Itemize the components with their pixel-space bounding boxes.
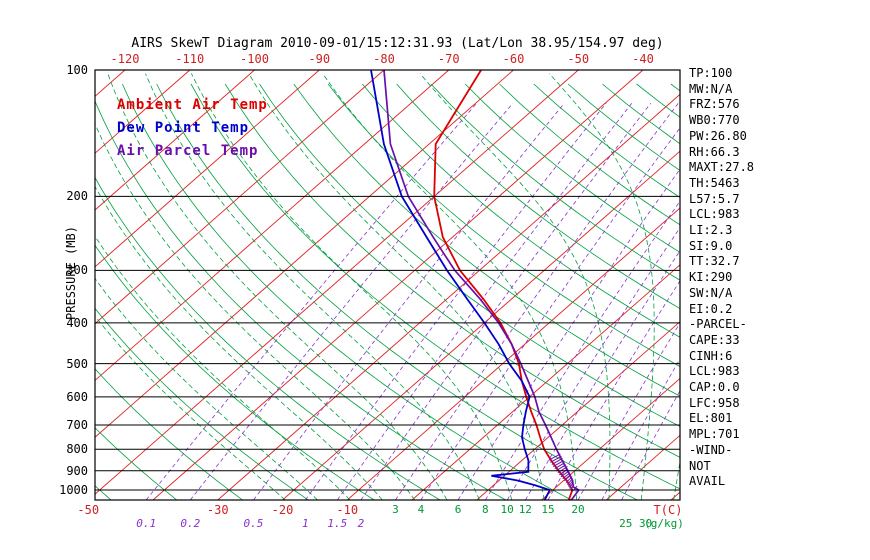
mixing-ratio-tick: 0.5 xyxy=(243,517,264,530)
mixing-ratio-tick: 6 xyxy=(454,503,462,516)
top-temp-tick: -50 xyxy=(567,52,590,66)
stat-line: TH:5463 xyxy=(689,175,740,190)
stat-line: PW:26.80 xyxy=(689,128,747,143)
mixing-ratio-tick: 0.1 xyxy=(136,517,157,530)
bottom-temp-tick: -10 xyxy=(336,503,359,517)
bottom-temp-tick: -50 xyxy=(77,503,100,517)
stat-line: EI:0.2 xyxy=(689,301,733,316)
pressure-tick: 100 xyxy=(66,63,88,77)
stat-line: MW:N/A xyxy=(689,81,733,96)
stat-line: CAP:0.0 xyxy=(689,380,740,395)
mixing-ratio-tick: 10 xyxy=(500,503,514,516)
top-temp-tick: -120 xyxy=(110,52,140,66)
top-temp-tick: -40 xyxy=(632,52,654,66)
top-temp-tick: -80 xyxy=(373,52,395,66)
top-temp-tick: -90 xyxy=(308,52,331,66)
stat-line: -PARCEL- xyxy=(689,317,747,332)
legend-ambient-air-temp: Ambient Air Temp xyxy=(117,97,268,113)
stat-line: CAPE:33 xyxy=(689,332,740,347)
stat-line: KI:290 xyxy=(689,270,733,285)
stat-line: FRZ:576 xyxy=(689,97,740,112)
pressure-tick: 900 xyxy=(66,463,88,478)
pressure-tick: 300 xyxy=(66,263,88,278)
legend-air-parcel-temp: Air Parcel Temp xyxy=(117,143,259,159)
pressure-tick: 400 xyxy=(66,315,88,330)
mixing-ratio-tick: 1 xyxy=(301,517,309,530)
mixing-ratio-tick: 12 xyxy=(518,503,532,516)
top-temp-tick: -100 xyxy=(240,52,269,66)
legend-dew-point-temp: Dew Point Temp xyxy=(117,120,250,136)
pressure-tick: 1000 xyxy=(59,483,88,497)
mixing-ratio-tick: 30 xyxy=(638,517,653,530)
mixing-ratio-tick: 25 xyxy=(619,517,633,530)
stat-line: RH:66.3 xyxy=(689,144,740,159)
chart-title: AIRS SkewT Diagram 2010-09-01/15:12:31.9… xyxy=(131,36,664,51)
stat-line: AVAIL xyxy=(689,474,726,489)
mixing-ratio-tick: 1.5 xyxy=(327,517,348,530)
stat-line: SI:9.0 xyxy=(689,238,733,253)
stat-line: WB0:770 xyxy=(689,113,740,128)
stat-line: LI:2.3 xyxy=(689,223,733,238)
stat-line: LFC:958 xyxy=(689,395,740,410)
top-temp-tick: -70 xyxy=(437,52,460,66)
mixing-ratio-tick: 2 xyxy=(357,517,365,530)
stat-line: CINH:6 xyxy=(689,348,733,363)
stats-panel: TP:100 MW:N/A FRZ:576 WB0:770 PW:26.80 RH:66.… xyxy=(689,66,754,490)
mixing-ratio-tick: 4 xyxy=(417,503,425,516)
stat-line: MAXT:27.8 xyxy=(689,160,755,175)
stat-line: -WIND- xyxy=(689,442,733,457)
pressure-tick: 700 xyxy=(66,417,88,432)
pressure-tick: 500 xyxy=(66,356,88,371)
stat-line: SW:N/A xyxy=(689,285,733,300)
top-temp-tick: -110 xyxy=(175,52,205,66)
stat-line: TP:100 xyxy=(689,66,733,80)
temp-unit-label: T(C) xyxy=(653,503,683,517)
mixing-ratio-tick: 8 xyxy=(482,503,489,516)
stat-line: LCL:983 xyxy=(689,364,740,379)
stat-line: LCL:983 xyxy=(689,207,740,222)
stat-line: TT:32.7 xyxy=(689,254,740,269)
bottom-temp-tick: -20 xyxy=(271,503,294,517)
stat-line: MPL:701 xyxy=(689,427,740,442)
bottom-temp-tick: -30 xyxy=(206,503,229,517)
top-temp-tick: -60 xyxy=(502,52,525,66)
mixing-ratio-tick: 3 xyxy=(392,503,399,516)
pressure-tick: 800 xyxy=(66,442,88,457)
pressure-tick: 600 xyxy=(66,389,88,404)
mixing-unit-label: (g/kg) xyxy=(644,517,684,530)
stat-line: L57:5.7 xyxy=(689,191,740,206)
stat-line: NOT xyxy=(689,458,711,473)
mixing-ratio-tick: 15 xyxy=(541,503,555,516)
pressure-tick: 200 xyxy=(66,189,88,204)
stat-line: EL:801 xyxy=(689,411,733,426)
mixing-ratio-tick: 0.2 xyxy=(180,517,201,530)
mixing-ratio-tick: 20 xyxy=(571,503,585,516)
